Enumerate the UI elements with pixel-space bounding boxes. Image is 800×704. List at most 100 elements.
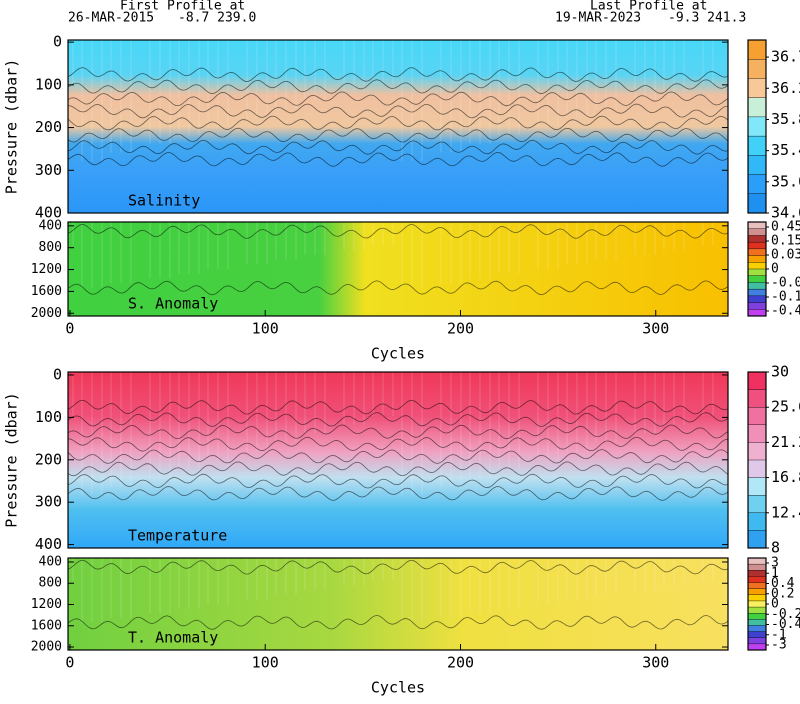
colorbar-label: 16.8 <box>771 468 800 486</box>
colorbar-band <box>748 289 766 296</box>
colorbar-band <box>748 613 766 619</box>
y-tick-label: 1200 <box>31 262 62 277</box>
x-axis-label: Cycles <box>371 345 425 363</box>
y-tick-label: 300 <box>35 493 62 511</box>
colorbar-band <box>748 269 766 276</box>
colorbar-label: -3 <box>771 638 787 653</box>
y-tick-label: 800 <box>39 240 62 255</box>
colorbar-band <box>748 625 766 631</box>
colorbar-band <box>748 59 766 79</box>
colorbar-band <box>748 256 766 263</box>
colorbar-label: -0.45 <box>771 304 800 319</box>
x-tick-label: 0 <box>65 320 74 338</box>
colorbar-band <box>748 638 766 644</box>
colorbar-band <box>748 249 766 256</box>
colorbar-band <box>748 530 766 548</box>
colorbar-label: 35.02 <box>771 172 800 190</box>
colorbar-band <box>748 235 766 242</box>
y-tick-label: 100 <box>35 75 62 93</box>
colorbar-band <box>748 282 766 289</box>
colorbar-label: 8 <box>771 539 780 557</box>
y-tick-label: 1600 <box>31 618 62 633</box>
colorbar-label: 0 <box>771 262 779 277</box>
colorbar-band <box>748 583 766 589</box>
last-date: 19-MAR-2023 <box>555 11 641 26</box>
field <box>68 40 728 213</box>
colorbar-band <box>748 229 766 236</box>
y-tick-label: 400 <box>39 218 62 233</box>
colorbar-label: -0.15 <box>771 290 800 305</box>
colorbar-band <box>748 155 766 175</box>
x-tick-label: 300 <box>642 320 669 338</box>
header: First Profile at 26-MAR-2015 -8.7 239.0 … <box>68 0 746 26</box>
colorbar-band <box>748 296 766 303</box>
colorbar-band <box>748 175 766 195</box>
x-tick-label: 300 <box>642 654 669 672</box>
x-axis-label: Cycles <box>371 679 425 697</box>
x-tick-label: 200 <box>447 320 474 338</box>
colorbar-label: 36.28 <box>771 79 800 97</box>
y-tick-label: 300 <box>35 161 62 179</box>
colorbar-band <box>748 425 766 443</box>
y-tick-label: 200 <box>35 118 62 136</box>
colorbar-band <box>748 558 766 564</box>
colorbar-band <box>748 495 766 513</box>
colorbar-band <box>748 576 766 582</box>
colorbar-band <box>748 222 766 229</box>
colorbar-band <box>748 644 766 650</box>
colorbar-band <box>748 194 766 214</box>
y-tick-label: 800 <box>39 576 62 591</box>
colorbar-band <box>748 40 766 60</box>
colorbar-band <box>748 570 766 576</box>
colorbar-band <box>748 372 766 390</box>
y-axis-label: Pressure (dbar) <box>3 392 21 527</box>
panel-title: T. Anomaly <box>128 629 218 647</box>
colorbar-band <box>748 276 766 283</box>
first-position: -8.7 239.0 <box>178 11 256 26</box>
colorbar-label: 35.44 <box>771 141 800 159</box>
colorbar-label: 36.7 <box>771 48 800 66</box>
colorbar-band <box>748 309 766 316</box>
y-tick-label: 0 <box>53 33 62 51</box>
y-axis-label: Pressure (dbar) <box>3 59 21 194</box>
colorbar-band <box>748 601 766 607</box>
colorbar-band <box>748 513 766 531</box>
x-tick-label: 100 <box>252 320 279 338</box>
colorbar-label: 0.03 <box>771 248 800 263</box>
colorbar-band <box>748 242 766 249</box>
colorbar-label: 12.4 <box>771 503 800 521</box>
field <box>68 372 728 548</box>
y-tick-label: 2000 <box>31 306 62 321</box>
colorbar-band <box>748 478 766 496</box>
colorbar-band <box>748 589 766 595</box>
colorbar-band <box>748 78 766 98</box>
last-position: -9.3 241.3 <box>668 11 746 26</box>
colorbar-label: 25.6 <box>771 398 800 416</box>
colorbar-band <box>748 303 766 310</box>
colorbar-label: 0.45 <box>771 220 800 235</box>
colorbar-band <box>748 460 766 478</box>
x-tick-label: 200 <box>447 654 474 672</box>
colorbar-label: 21.2 <box>771 433 800 451</box>
colorbar-band <box>748 262 766 269</box>
colorbar-label: 35.86 <box>771 110 800 128</box>
colorbar-band <box>748 98 766 118</box>
y-tick-label: 1200 <box>31 597 62 612</box>
colorbar-band <box>748 390 766 408</box>
x-tick-label: 0 <box>65 654 74 672</box>
y-tick-label: 200 <box>35 450 62 468</box>
panel-title: Temperature <box>128 527 227 545</box>
x-tick-label: 100 <box>252 654 279 672</box>
colorbar-band <box>748 136 766 156</box>
y-tick-label: 400 <box>35 535 62 553</box>
panel-title: S. Anomaly <box>128 295 218 313</box>
colorbar-band <box>748 407 766 425</box>
colorbar-band <box>748 619 766 625</box>
